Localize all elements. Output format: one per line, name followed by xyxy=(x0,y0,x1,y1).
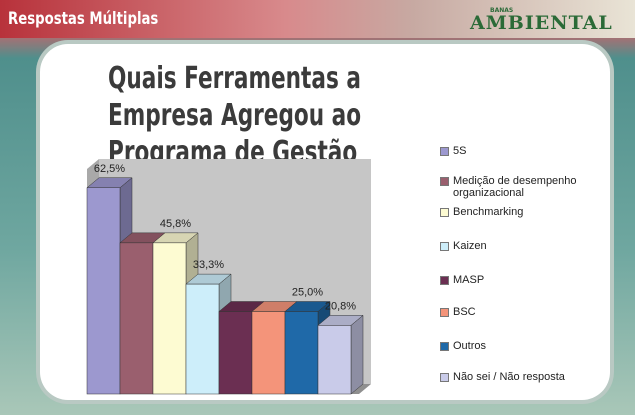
bar xyxy=(285,312,318,395)
legend-item: MASP xyxy=(440,274,615,286)
bar xyxy=(120,243,153,394)
legend-swatch xyxy=(440,373,449,382)
bar xyxy=(252,312,285,395)
data-label: 20,8% xyxy=(325,300,356,312)
legend-label: MASP xyxy=(453,274,615,286)
data-label: 33,3% xyxy=(193,259,224,271)
slide: Respostas Múltiplas BANAS AMBIENTAL Quai… xyxy=(0,0,635,415)
legend-item: Medição de desempenho organizacional xyxy=(440,175,615,199)
legend-item: Benchmarking xyxy=(440,206,615,218)
legend-item: Não sei / Não resposta xyxy=(440,371,615,383)
legend-swatch xyxy=(440,276,449,285)
bar xyxy=(87,188,120,394)
legend-item: Kaizen xyxy=(440,240,615,252)
legend-label: Medição de desempenho organizacional xyxy=(453,175,615,199)
legend-label: Outros xyxy=(453,340,615,352)
legend-swatch xyxy=(440,147,449,156)
legend-label: BSC xyxy=(453,306,615,318)
legend-item: Outros xyxy=(440,340,615,352)
data-label: 25,0% xyxy=(292,287,323,299)
legend-swatch xyxy=(440,208,449,217)
legend-label: Kaizen xyxy=(453,240,615,252)
legend-label: Não sei / Não resposta xyxy=(453,371,615,383)
data-label: 62,5% xyxy=(94,163,125,175)
bar xyxy=(186,284,219,394)
legend-swatch xyxy=(440,308,449,317)
bar xyxy=(219,312,252,395)
data-label: 45,8% xyxy=(160,218,191,230)
bar xyxy=(153,243,186,394)
legend-item: 5S xyxy=(440,145,615,157)
legend-swatch xyxy=(440,242,449,251)
bar xyxy=(318,325,351,394)
legend-swatch xyxy=(440,342,449,351)
legend-label: 5S xyxy=(453,145,615,157)
legend-label: Benchmarking xyxy=(453,206,615,218)
bar-side xyxy=(351,315,363,394)
legend-swatch xyxy=(440,177,449,186)
legend-item: BSC xyxy=(440,306,615,318)
